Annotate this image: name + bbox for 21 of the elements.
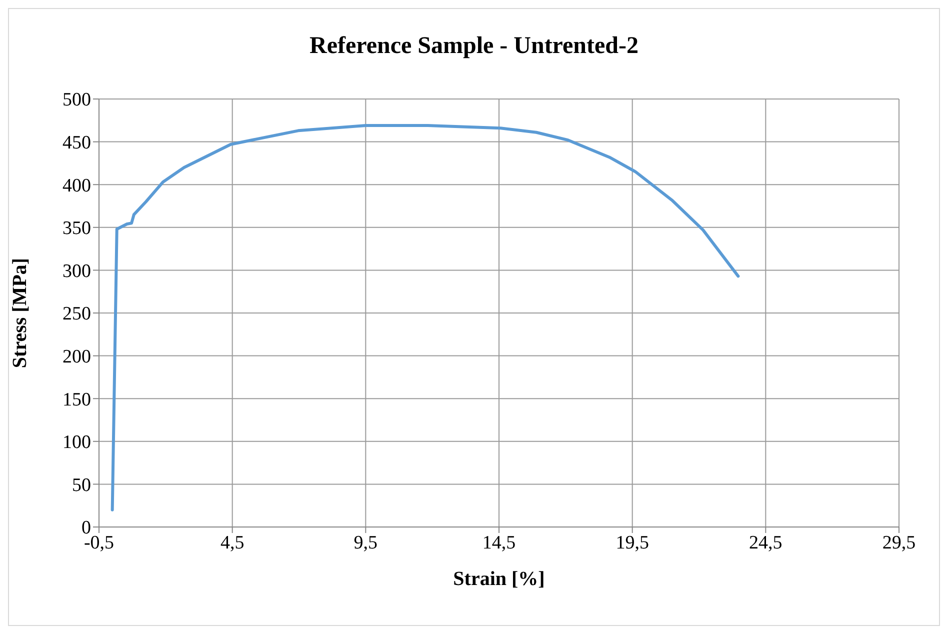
y-tick-label: 500: [62, 90, 91, 111]
y-tick-label: 250: [62, 304, 91, 325]
x-tick-label: 4,5: [220, 532, 244, 554]
x-axis-title: Strain [%]: [453, 568, 545, 590]
y-tick-label: 350: [62, 218, 91, 240]
y-tick-label: 450: [62, 132, 91, 154]
y-tick-label: 0: [82, 518, 91, 539]
line-series: [110, 124, 740, 512]
x-tick-label: 24,5: [749, 532, 782, 554]
x-tick-label: 29,5: [882, 532, 916, 554]
y-tick-label: 50: [72, 474, 91, 496]
x-tick-label: 14,5: [482, 532, 516, 554]
y-tick-label: 200: [62, 346, 91, 368]
x-tick-label: 9,5: [354, 532, 378, 554]
y-tick-label: 100: [62, 432, 91, 454]
y-tick-label: 400: [62, 175, 91, 196]
y-tick-label: 300: [62, 260, 91, 282]
x-tick-label: 19,5: [616, 532, 649, 554]
chart-title: Reference Sample - Untrented-2: [308, 33, 640, 60]
y-tick-label: 150: [62, 389, 91, 410]
y-axis-title: Stress [MPa]: [9, 258, 32, 368]
